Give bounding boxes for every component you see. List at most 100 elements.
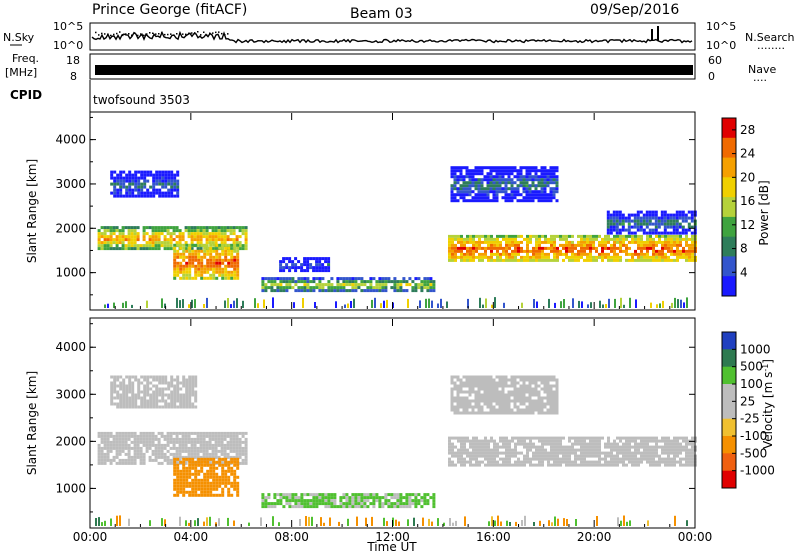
data-cell — [178, 455, 182, 459]
data-cell — [405, 280, 409, 284]
data-cell — [687, 228, 691, 232]
data-region — [97, 226, 248, 251]
data-cell — [480, 187, 484, 191]
data-cell — [191, 466, 195, 470]
data-cell — [562, 436, 565, 440]
data-cell — [510, 166, 514, 170]
data-cell — [224, 276, 228, 280]
data-cell — [486, 393, 490, 397]
data-cell — [342, 496, 346, 500]
data-cell — [199, 434, 203, 438]
data-cell — [408, 283, 412, 287]
data-cell — [685, 436, 688, 440]
data-cell — [215, 252, 219, 256]
data-cell — [469, 234, 472, 238]
data-cell — [607, 463, 610, 467]
data-cell — [220, 443, 224, 447]
data-cell — [188, 375, 192, 379]
data-cell — [480, 384, 484, 388]
data-cell — [631, 252, 634, 256]
data-cell — [130, 232, 134, 236]
data-cell — [535, 237, 538, 241]
data-cell — [480, 166, 484, 170]
data-cell — [223, 455, 227, 459]
data-cell — [489, 169, 493, 173]
data-cell — [244, 446, 248, 450]
data-cell — [151, 437, 155, 441]
data-cell — [483, 175, 487, 179]
data-cell — [615, 231, 619, 235]
data-cell — [176, 252, 180, 256]
data-cell — [236, 249, 240, 253]
data-cell — [229, 431, 233, 435]
data-cell — [534, 387, 538, 391]
data-cell — [154, 437, 158, 441]
data-cell — [203, 484, 207, 488]
data-cell — [586, 442, 589, 446]
data-cell — [221, 478, 225, 482]
data-cell — [544, 442, 547, 446]
data-cell — [546, 193, 550, 197]
data-cell — [538, 457, 541, 461]
data-cell — [688, 448, 691, 452]
colorbar-frame — [721, 331, 737, 489]
data-cell — [170, 182, 174, 186]
data-cell — [625, 243, 628, 247]
data-cell — [154, 458, 158, 462]
data-cell — [232, 232, 236, 236]
data-cell — [185, 390, 189, 394]
data-cell — [166, 232, 170, 236]
data-cell — [206, 475, 210, 479]
data-cell — [631, 436, 634, 440]
data-cell — [658, 249, 661, 253]
data-cell — [212, 478, 216, 482]
data-cell — [492, 193, 496, 197]
data-cell — [519, 402, 523, 406]
data-cell — [106, 455, 110, 459]
data-cell — [423, 499, 427, 503]
data-cell — [484, 255, 487, 259]
data-cell — [303, 263, 307, 267]
noise-search-dot — [179, 33, 181, 35]
data-cell — [206, 267, 210, 271]
data-cell — [510, 393, 514, 397]
data-cell — [348, 277, 352, 281]
data-cell — [540, 399, 544, 403]
data-cell — [637, 234, 640, 238]
data-cell — [685, 463, 688, 467]
colorbar-frame — [721, 117, 737, 297]
data-cell — [661, 451, 664, 455]
data-cell — [173, 378, 177, 382]
data-cell — [637, 255, 640, 259]
data-cell — [502, 451, 505, 455]
data-cell — [211, 232, 215, 236]
data-cell — [188, 493, 192, 497]
data-cell — [218, 261, 222, 265]
data-cell — [285, 277, 289, 281]
data-cell — [480, 184, 484, 188]
data-cell — [655, 451, 658, 455]
data-cell — [682, 448, 685, 452]
data-cell — [212, 258, 216, 262]
data-cell — [185, 466, 189, 470]
data-cell — [194, 375, 198, 379]
data-cell — [607, 436, 610, 440]
data-cell — [495, 172, 499, 176]
data-cell — [517, 439, 520, 443]
data-cell — [179, 516, 181, 526]
data-cell — [206, 460, 210, 464]
data-cell — [179, 255, 183, 259]
data-cell — [481, 448, 484, 452]
data-cell — [288, 286, 292, 290]
data-cell — [429, 286, 433, 290]
data-cell — [514, 243, 517, 247]
data-cell — [131, 405, 135, 409]
data-cell — [456, 387, 460, 391]
data-cell — [211, 241, 215, 245]
data-cell — [538, 460, 541, 464]
data-cell — [481, 252, 484, 256]
data-cell — [342, 280, 346, 284]
data-cell — [188, 522, 190, 526]
data-cell — [485, 298, 487, 308]
data-cell — [514, 234, 517, 238]
